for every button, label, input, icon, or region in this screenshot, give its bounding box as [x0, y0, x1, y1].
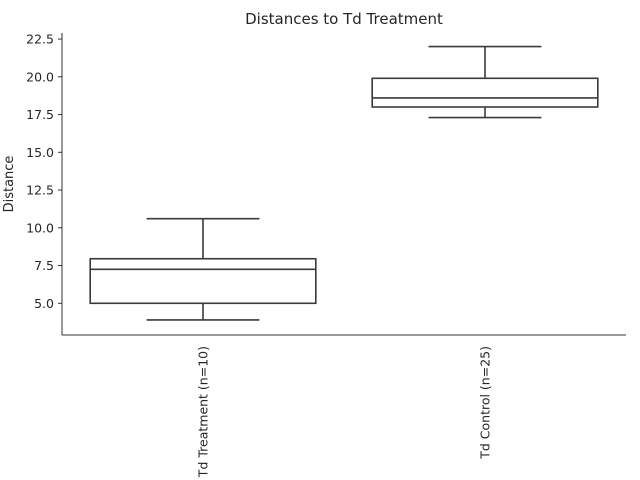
box-group	[89, 217, 317, 321]
y-tick-label: 17.5	[26, 107, 54, 122]
y-axis-label: Distance	[2, 156, 17, 213]
y-tick-label: 5.0	[34, 296, 54, 311]
box-series	[89, 45, 599, 321]
chart-title: Distances to Td Treatment	[245, 10, 443, 28]
x-axis-ticks: Td Treatment (n=10) Td Control (n=25)	[196, 346, 493, 478]
y-tick-label: 7.5	[34, 258, 54, 273]
x-tick-label: Td Treatment (n=10)	[196, 346, 211, 478]
x-tick-label: Td Control (n=25)	[478, 346, 493, 460]
y-tick-label: 15.0	[26, 145, 54, 160]
y-tick-label: 20.0	[26, 69, 54, 84]
y-tick-label: 12.5	[26, 183, 54, 198]
box-iqr	[89, 257, 317, 305]
y-tick-label: 10.0	[26, 220, 54, 235]
box-group	[371, 45, 599, 119]
box-iqr	[371, 77, 599, 108]
y-tick-label: 22.5	[26, 32, 54, 47]
y-axis-ticks: 5.0 7.5 10.0 12.5 15.0 17.5 20.0 22.5	[26, 32, 62, 311]
